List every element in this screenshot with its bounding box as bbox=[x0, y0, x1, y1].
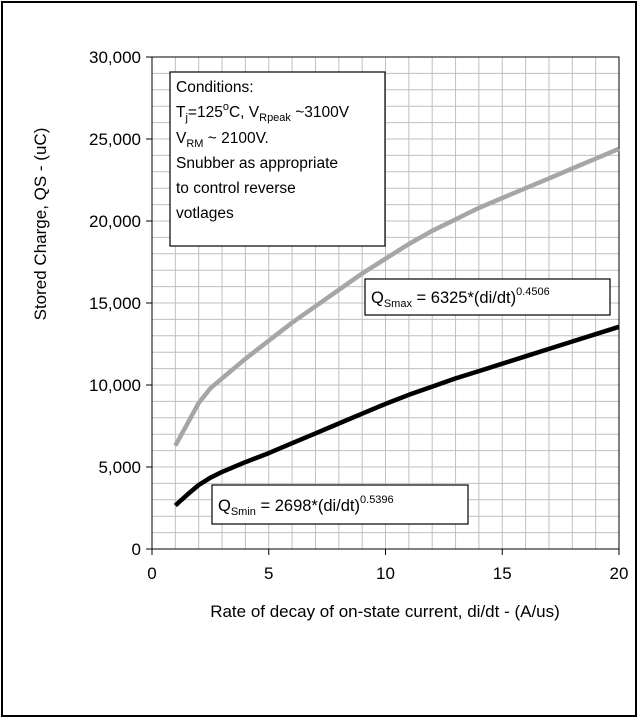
conditions-line-5: to control reverse bbox=[176, 180, 296, 197]
x-tick-label: 0 bbox=[147, 564, 156, 583]
y-axis-label: Stored Charge, QS - (uC) bbox=[31, 128, 50, 321]
series-line-max bbox=[173, 146, 620, 447]
formula-min-text: QSmin = 2698*(di/dt)0.5396 bbox=[218, 494, 394, 518]
conditions-line-3: VRM ~ 2100V. bbox=[176, 130, 269, 150]
y-tick-labels: 0 5,000 10,000 15,000 20,000 25,000 30,000 bbox=[89, 48, 141, 559]
conditions-line-4: Snubber as appropriate bbox=[176, 155, 338, 172]
y-tick-label: 20,000 bbox=[89, 212, 141, 231]
formula-max-label: QSmax = 6325*(di/dt)0.4506 bbox=[364, 278, 611, 316]
x-tick-labels: 0 5 10 15 20 bbox=[147, 564, 628, 583]
series-line-min bbox=[173, 324, 620, 508]
formula-max-border bbox=[364, 278, 611, 316]
x-tick-label: 20 bbox=[610, 564, 629, 583]
conditions-line-2: Tj=125oC, VRpeak ~3100V bbox=[176, 101, 350, 124]
y-tick-label: 10,000 bbox=[89, 376, 141, 395]
formula-max-text: QSmax = 6325*(di/dt)0.4506 bbox=[371, 286, 550, 310]
x-axis-label: Rate of decay of on-state current, di/dt… bbox=[210, 602, 560, 621]
conditions-line-1: Conditions: bbox=[176, 79, 254, 96]
y-tick-label: 30,000 bbox=[89, 48, 141, 67]
x-tick-label: 5 bbox=[264, 564, 273, 583]
y-tick-label: 25,000 bbox=[89, 130, 141, 149]
conditions-box: Conditions: Tj=125oC, VRpeak ~3100V VRM … bbox=[169, 71, 386, 247]
y-tick-label: 0 bbox=[132, 540, 141, 559]
y-tick-label: 15,000 bbox=[89, 294, 141, 313]
x-tick-label: 15 bbox=[493, 564, 512, 583]
series-lines bbox=[173, 146, 620, 508]
axis-ticks bbox=[146, 56, 620, 555]
y-tick-label: 5,000 bbox=[98, 458, 141, 477]
conditions-line-6: votlages bbox=[176, 205, 234, 222]
conditions-box-border bbox=[169, 71, 386, 247]
formula-min-border bbox=[211, 484, 469, 525]
x-tick-label: 10 bbox=[376, 564, 395, 583]
formula-min-label: QSmin = 2698*(di/dt)0.5396 bbox=[211, 484, 469, 525]
